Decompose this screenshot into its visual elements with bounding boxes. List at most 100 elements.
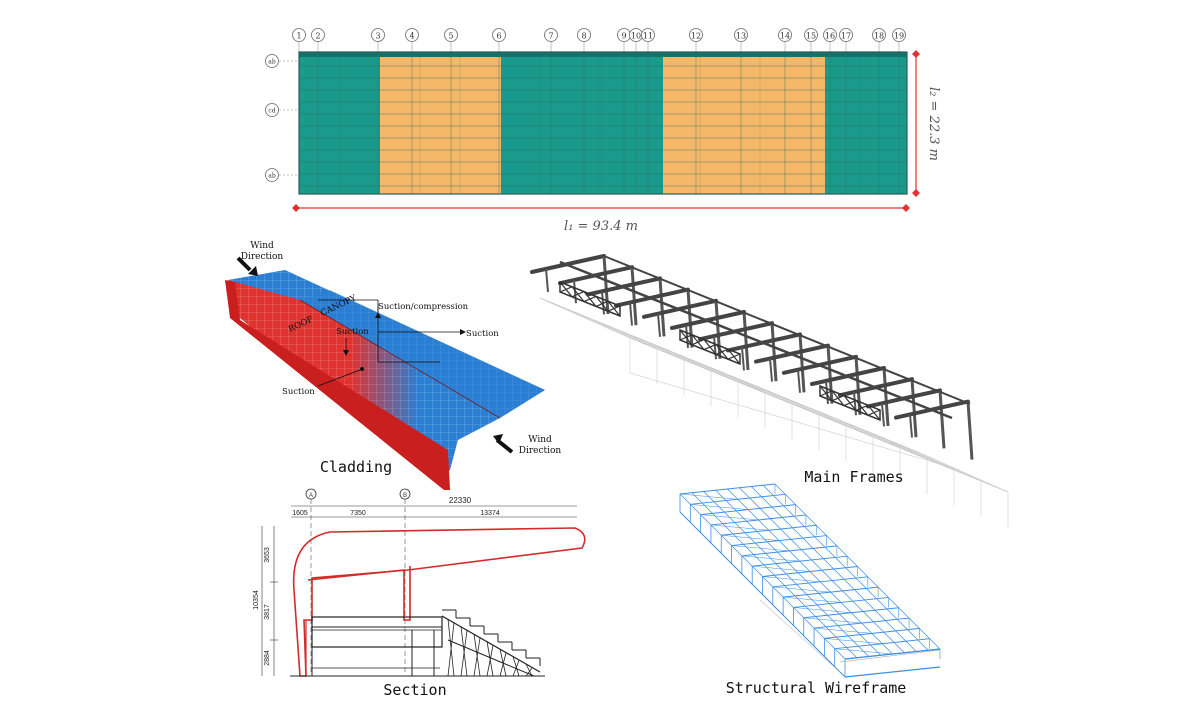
grid-bubble <box>405 28 419 42</box>
label-suction-compression: Suction/compression <box>378 302 469 312</box>
grid-bubble <box>371 28 385 42</box>
dim-top-2: 7350 <box>350 510 366 517</box>
row-label: ab <box>268 59 276 66</box>
grid-label: 18 <box>874 32 884 41</box>
dim-left-1: 3653 <box>264 547 271 563</box>
plan-band <box>663 54 825 194</box>
seating-truss <box>441 609 541 677</box>
wind-arrow-bottom <box>493 434 514 454</box>
roof-section-outline <box>292 527 586 677</box>
grid-label: 8 <box>581 32 586 41</box>
wind-label-bottom-2: Direction <box>519 446 562 456</box>
svg-text:A: A <box>309 493 313 499</box>
grid-bubble <box>492 28 506 42</box>
grid-bubbles: 1 2 3 4 5 6 7 8 9 10 11 12 13 14 15 16 17 18 19 <box>292 28 906 52</box>
dim-top-1: 1605 <box>292 510 308 517</box>
grid-label: 10 <box>631 32 641 41</box>
frame-column <box>602 255 610 315</box>
wind-label-top-1: Wind <box>250 241 274 251</box>
depth-dimension-label: l₂ = 22.3 m <box>926 87 941 161</box>
grid-bubble <box>892 28 906 42</box>
width-dim-marker-right <box>902 204 910 212</box>
wind-arrow-top <box>236 256 258 276</box>
grid-label: 1 <box>296 32 301 41</box>
frame-column <box>686 289 694 348</box>
front-fascia <box>225 280 450 490</box>
frame-column <box>714 300 722 359</box>
frame-column <box>826 345 834 404</box>
grid-bubble <box>734 28 748 42</box>
row-bubble <box>265 168 279 182</box>
grid-bubble <box>292 28 306 42</box>
wind-label-top-2: Direction <box>241 252 284 262</box>
grid-label: 6 <box>496 32 501 41</box>
dim-height: 10354 <box>253 590 260 610</box>
row-bubble <box>265 103 279 117</box>
grid-label: 14 <box>780 32 790 41</box>
wireframe-view: Structural Wireframe <box>679 483 941 697</box>
wind-label-bottom-1: Wind <box>528 435 552 445</box>
frame-column <box>966 401 974 460</box>
section-caption: Section <box>383 681 446 699</box>
grid-bubble <box>544 28 558 42</box>
grid-label: 13 <box>736 32 746 41</box>
label-suction-center: Suction <box>336 327 369 337</box>
grid-bubble <box>577 28 591 42</box>
grid-label: 9 <box>621 32 626 41</box>
dim-left-2: 3817 <box>264 604 271 620</box>
width-dim-marker-left <box>292 204 300 212</box>
frame-column <box>630 267 638 326</box>
frame-column <box>798 334 806 393</box>
dim-top-3: 13374 <box>480 510 500 517</box>
label-suction-right: Suction <box>466 329 499 339</box>
row-label: ab <box>268 173 276 180</box>
grid-bubble <box>444 28 458 42</box>
frames-members <box>530 254 974 460</box>
main-frames-view: Main Frames <box>530 254 1009 527</box>
grid-label: 11 <box>643 32 653 41</box>
grid-bubble <box>778 28 792 42</box>
grid-label: 17 <box>841 32 851 41</box>
plan-band <box>380 54 501 194</box>
dim-left-3: 2884 <box>264 650 271 666</box>
plan-bands <box>299 52 907 194</box>
row-label: cd <box>268 108 275 115</box>
frames-base-grid <box>539 297 1009 527</box>
frame-column <box>742 311 750 371</box>
main-frames-caption: Main Frames <box>804 468 903 486</box>
cladding-view: Wind Direction Wind Direction CANOPY ROO… <box>225 241 561 490</box>
dim-total: 22330 <box>449 496 472 505</box>
label-suction-left: Suction <box>282 387 315 397</box>
grid-label: 19 <box>894 32 904 41</box>
frame-column <box>938 390 946 449</box>
grid-bubble <box>689 28 703 42</box>
depth-dim-marker-top <box>912 50 920 58</box>
grid-label: 4 <box>409 32 414 41</box>
plan-band <box>501 54 663 194</box>
plan-band <box>299 54 380 194</box>
grid-label: 3 <box>375 32 380 41</box>
width-dimension-label: l₁ = 93.4 m <box>564 219 638 234</box>
grid-bubble <box>823 28 837 42</box>
plan-top-edge <box>299 52 907 57</box>
grid-label: 5 <box>448 32 453 41</box>
grid-bubble <box>641 28 655 42</box>
plan-band <box>825 54 907 194</box>
grid-bubble <box>839 28 853 42</box>
frame-column <box>910 379 918 438</box>
grid-label: 2 <box>315 32 320 41</box>
frame-column <box>854 356 862 415</box>
frame-column <box>658 278 666 337</box>
section-view: A B 22330 1605 7350 13374 3653 3817 2884… <box>253 488 586 699</box>
frame-column <box>882 367 890 427</box>
wireframe-caption: Structural Wireframe <box>726 679 907 697</box>
cladding-caption: Cladding <box>320 458 392 476</box>
plan-outline <box>298 51 908 195</box>
grid-bubble <box>804 28 818 42</box>
grid-bubble <box>311 28 325 42</box>
grid-label: 16 <box>825 32 835 41</box>
grid-label: 15 <box>806 32 816 41</box>
grid-bubble <box>872 28 886 42</box>
